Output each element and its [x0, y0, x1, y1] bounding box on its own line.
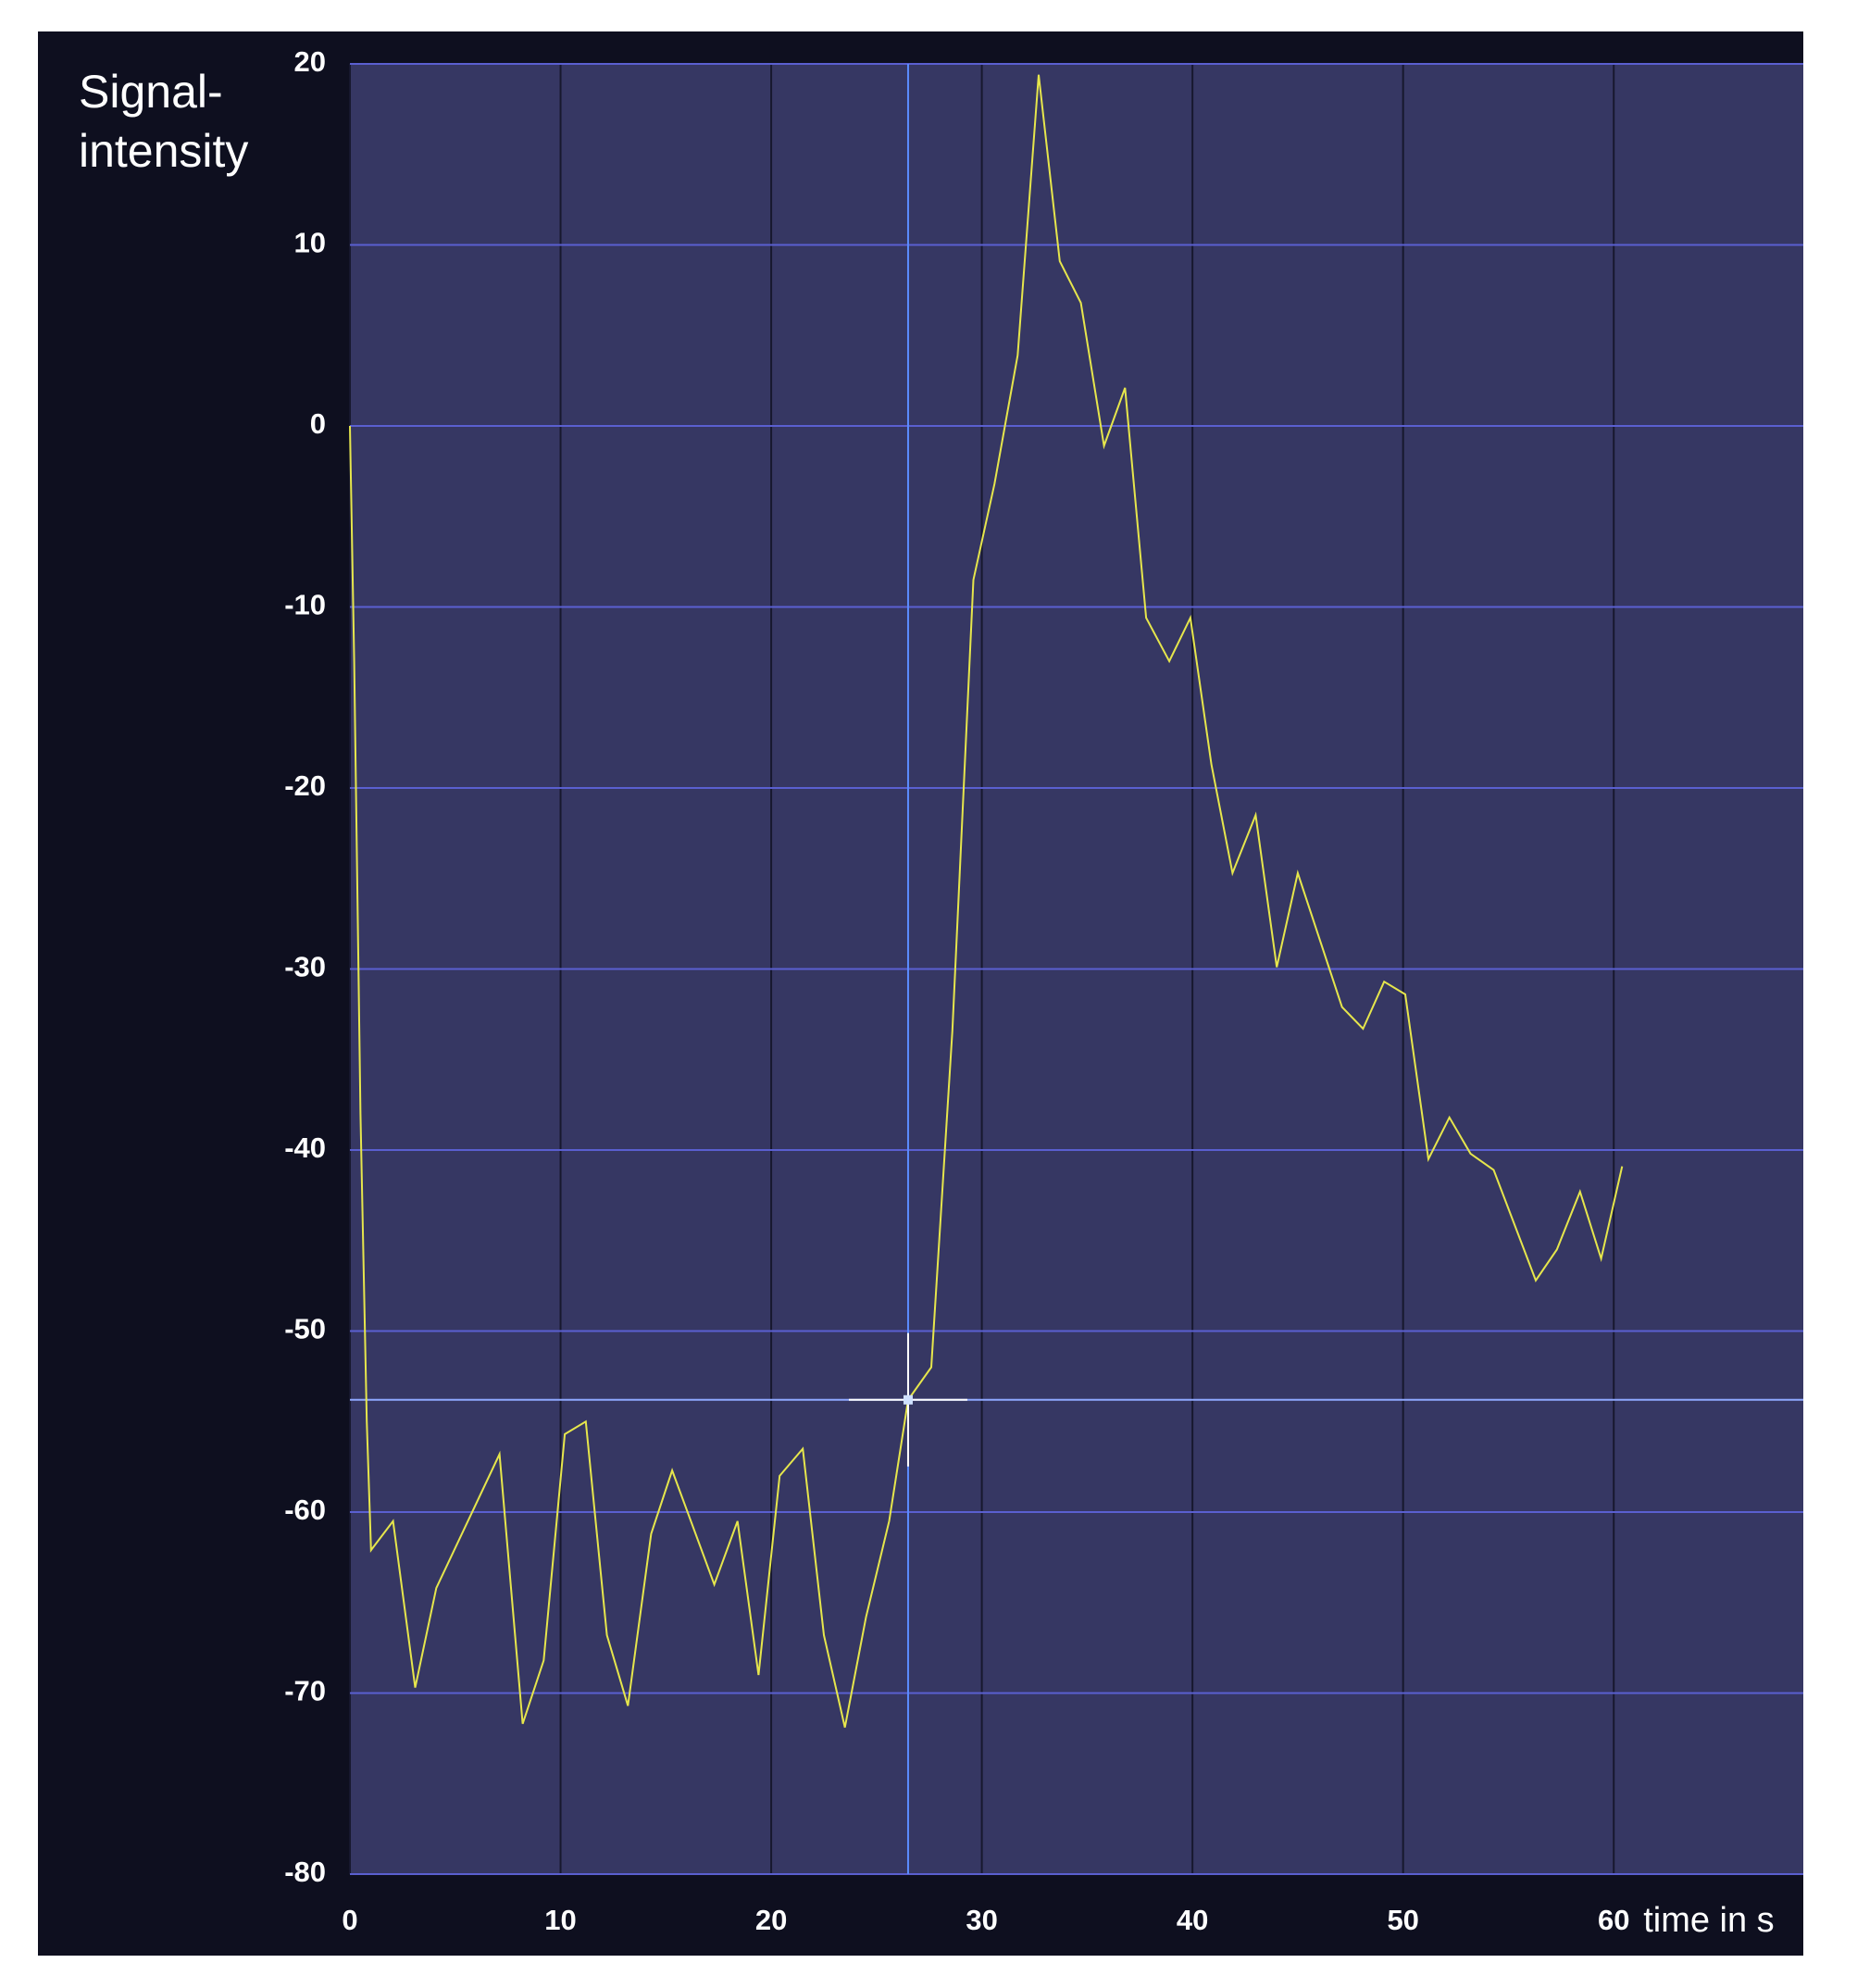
x-tick-label: 20 — [755, 1904, 787, 1936]
x-tick-label: 50 — [1387, 1904, 1418, 1936]
y-axis-label: intensity — [79, 125, 248, 177]
x-tick-label: 40 — [1177, 1904, 1208, 1936]
y-tick-label: 10 — [294, 227, 326, 259]
y-tick-label: -20 — [284, 769, 326, 802]
x-axis-label: time in s — [1643, 1901, 1774, 1940]
x-tick-label: 10 — [544, 1904, 576, 1936]
y-tick-label: -70 — [284, 1675, 326, 1707]
y-axis-label: Signal- — [79, 66, 223, 118]
y-tick-label: -30 — [284, 951, 326, 983]
x-tick-label: 30 — [966, 1904, 997, 1936]
y-tick-label: -50 — [284, 1313, 326, 1345]
y-tick-label: -40 — [284, 1132, 326, 1164]
data-line — [349, 74, 1624, 1728]
x-tick-label: 60 — [1598, 1904, 1629, 1936]
x-tick-label: 0 — [342, 1904, 357, 1936]
y-tick-label: 0 — [310, 407, 326, 440]
crosshair-center — [903, 1394, 913, 1405]
y-tick-label: 20 — [294, 45, 326, 78]
y-tick-label: -80 — [284, 1856, 326, 1888]
y-tick-label: -60 — [284, 1494, 326, 1526]
y-tick-label: -10 — [284, 589, 326, 621]
